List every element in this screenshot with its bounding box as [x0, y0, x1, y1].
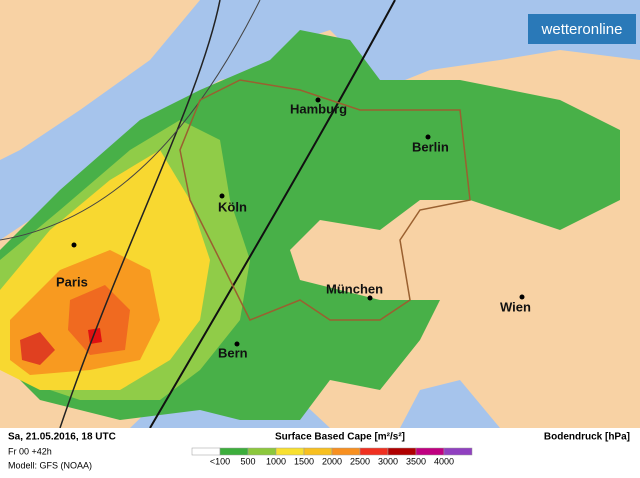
front [149, 0, 396, 429]
legend-swatch [191, 447, 221, 456]
legend-swatch [331, 447, 361, 456]
legend-label: 2500 [350, 456, 370, 466]
city-label: Wien [500, 299, 531, 314]
legend-swatch [415, 447, 445, 456]
legend-swatch [247, 447, 277, 456]
logo: wetteronline [541, 21, 623, 38]
city-label: München [326, 281, 383, 296]
legend-label: 4000 [434, 456, 454, 466]
legend-label: <100 [210, 456, 230, 466]
city-label: Bern [218, 345, 248, 360]
city-dot [219, 193, 225, 199]
logo-box [528, 14, 636, 44]
legend-label: 1500 [294, 456, 314, 466]
legend-swatch [275, 447, 305, 456]
legend-label: 3000 [378, 456, 398, 466]
legend-title: Surface Based Cape [m²/s²] [275, 432, 405, 443]
city-dot [367, 295, 373, 301]
city-dot [425, 134, 431, 140]
border [179, 79, 471, 321]
cape-darkorange-2 [20, 332, 55, 365]
city-label: Paris [56, 274, 88, 289]
legend-swatch [443, 447, 473, 456]
legend-label: 500 [240, 456, 255, 466]
model: Modell: GFS (NOAA) [8, 460, 92, 470]
legend-swatch [387, 447, 417, 456]
legend-label: 3500 [406, 456, 426, 466]
legend-label: 1000 [266, 456, 286, 466]
city-label: Berlin [412, 139, 449, 154]
legend-label: 2000 [322, 456, 342, 466]
city-dot [315, 97, 321, 103]
city-dot [519, 294, 525, 300]
legend-swatch [303, 447, 333, 456]
city-dot [71, 242, 77, 248]
legend-swatch [219, 447, 249, 456]
sea-adriatic [400, 380, 500, 428]
front [59, 0, 221, 429]
pressure-label: Bodendruck [hPa] [544, 432, 630, 443]
land-uk [0, 0, 200, 160]
legend-swatch [359, 447, 389, 456]
city-dot [234, 341, 240, 347]
city-label: Köln [218, 199, 247, 214]
datetime: Sa, 21.05.2016, 18 UTC [8, 432, 116, 443]
front [0, 0, 261, 241]
city-label: Hamburg [290, 101, 347, 116]
run: Fr 00 +42h [8, 446, 52, 456]
